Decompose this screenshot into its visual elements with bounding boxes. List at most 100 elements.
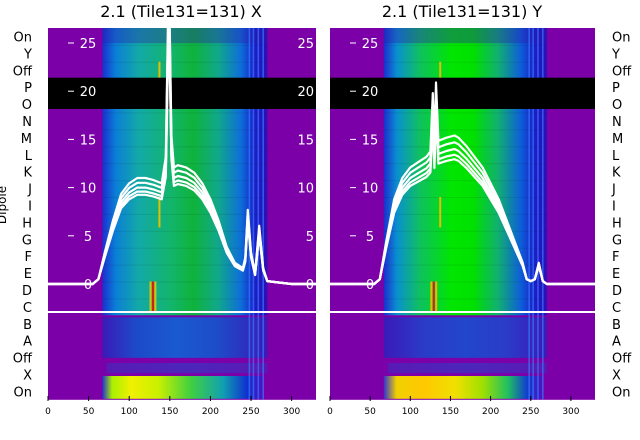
row-label-right: B bbox=[612, 318, 621, 333]
overlay-tick-label: 20 bbox=[362, 85, 379, 100]
row-label-right: X bbox=[612, 368, 621, 383]
x-tick-label: 150 bbox=[161, 407, 178, 417]
row-label-left: I bbox=[28, 199, 32, 214]
row-label-left: N bbox=[22, 115, 32, 130]
row-label-right: H bbox=[612, 216, 622, 231]
row-label-left: Y bbox=[23, 47, 32, 62]
row-stripe bbox=[383, 247, 547, 249]
overlay-tick-label-right: 25 bbox=[297, 37, 314, 52]
row-label-right: P bbox=[612, 81, 620, 96]
x-tick-label: 250 bbox=[522, 407, 539, 417]
row-stripe bbox=[383, 180, 547, 182]
x-tick-label: 250 bbox=[242, 407, 259, 417]
row-label-right: N bbox=[612, 115, 622, 130]
spectrum-row-dim bbox=[102, 28, 268, 44]
row-stripe bbox=[383, 61, 547, 63]
row-stripe bbox=[102, 180, 268, 182]
rfi-spike bbox=[158, 61, 161, 93]
row-stripe bbox=[102, 298, 268, 300]
row-label-right: E bbox=[612, 267, 620, 282]
row-stripe bbox=[102, 61, 268, 63]
row-stripe bbox=[383, 44, 547, 46]
row-stripe bbox=[102, 129, 268, 131]
row-label-right: D bbox=[612, 284, 622, 299]
spectrum-on-row bbox=[102, 376, 264, 399]
row-label-left: G bbox=[22, 233, 32, 248]
overlay-tick-label: 15 bbox=[80, 133, 97, 148]
overlay-tick-label: 0 bbox=[366, 278, 374, 293]
row-label-left: M bbox=[21, 132, 32, 147]
overlay-tick-label: 5 bbox=[366, 230, 374, 245]
row-stripe bbox=[102, 230, 268, 232]
row-label-right: F bbox=[612, 250, 619, 265]
row-label-right: Off bbox=[612, 64, 632, 79]
row-label-right: K bbox=[612, 166, 621, 181]
overlay-tick-label: 5 bbox=[84, 230, 92, 245]
row-label-left: O bbox=[22, 98, 32, 113]
overlay-tick-label: 25 bbox=[80, 37, 97, 52]
rfi-spike bbox=[158, 197, 161, 228]
row-stripe bbox=[102, 264, 268, 266]
row-stripe bbox=[102, 163, 268, 165]
row-label-left: H bbox=[22, 216, 32, 231]
overlay-tick-label: 15 bbox=[362, 133, 379, 148]
overlay-tick-label: 25 bbox=[362, 37, 379, 52]
rfi-spike bbox=[432, 281, 435, 312]
overlay-tick-label-right: 10 bbox=[297, 182, 314, 197]
row-label-left: J bbox=[27, 183, 32, 198]
row-stripe bbox=[383, 129, 547, 131]
overlay-tick-label: 10 bbox=[80, 182, 97, 197]
spectrum-band-lower bbox=[383, 317, 547, 358]
x-tick-label: 0 bbox=[45, 407, 51, 417]
row-stripe bbox=[102, 213, 268, 215]
x-tick-label: 0 bbox=[327, 407, 333, 417]
x-tick-label: 50 bbox=[83, 407, 95, 417]
x-tick-label: 50 bbox=[364, 407, 376, 417]
row-label-left: F bbox=[25, 250, 32, 265]
row-label-right: O bbox=[612, 98, 622, 113]
row-label-left: C bbox=[23, 301, 32, 316]
overlay-tick-label-right: 0 bbox=[306, 278, 314, 293]
masked-row bbox=[48, 77, 316, 109]
rfi-spike bbox=[149, 281, 152, 312]
row-stripe bbox=[383, 112, 547, 114]
row-stripe bbox=[102, 146, 268, 148]
row-label-left: L bbox=[25, 149, 33, 164]
row-label-right: On bbox=[612, 30, 630, 45]
row-label-left: X bbox=[23, 368, 32, 383]
row-stripe bbox=[102, 197, 268, 198]
rfi-spike bbox=[439, 197, 442, 228]
channel-line bbox=[252, 28, 255, 400]
channel-line bbox=[248, 28, 251, 400]
right-panel-title: 2.1 (Tile131=131) Y bbox=[382, 2, 543, 21]
left-panel-title: 2.1 (Tile131=131) X bbox=[100, 2, 262, 21]
row-stripe bbox=[102, 281, 268, 283]
row-label-left: Off bbox=[13, 352, 33, 367]
rfi-spike bbox=[439, 61, 442, 93]
channel-line bbox=[262, 28, 264, 400]
row-label-left: A bbox=[23, 335, 32, 350]
row-stripe bbox=[383, 264, 547, 266]
row-stripe bbox=[102, 112, 268, 114]
overlay-tick-label-right: 15 bbox=[297, 133, 314, 148]
row-label-left: On bbox=[14, 385, 32, 400]
channel-line bbox=[537, 28, 539, 400]
row-stripe bbox=[383, 146, 547, 148]
row-stripe bbox=[383, 197, 547, 198]
row-label-right: Y bbox=[611, 47, 620, 62]
row-stripe bbox=[102, 247, 268, 249]
power-curve bbox=[330, 113, 595, 286]
rfi-spike bbox=[154, 281, 157, 312]
power-curve bbox=[48, 51, 316, 286]
row-stripe bbox=[383, 298, 547, 300]
spectrum-row-dim bbox=[383, 28, 547, 44]
x-tick-label: 100 bbox=[121, 407, 138, 417]
left-y-axis-label: Dipole bbox=[0, 186, 9, 224]
rfi-spike bbox=[435, 281, 438, 312]
spectrum-x-row bbox=[387, 363, 547, 374]
row-stripe bbox=[383, 230, 547, 232]
overlay-tick-label: 10 bbox=[362, 182, 379, 197]
overlay-tick-label: 0 bbox=[84, 278, 92, 293]
